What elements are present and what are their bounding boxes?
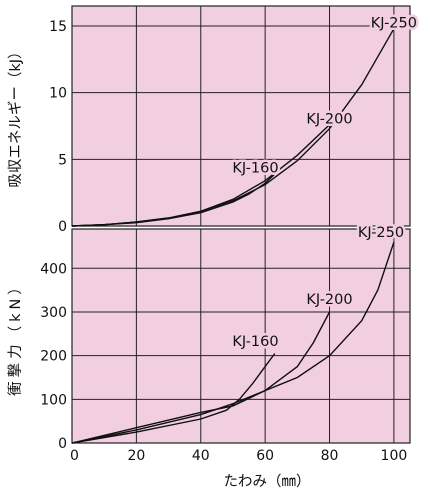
bottom-y-tick-label: 0 xyxy=(58,436,67,452)
top-y-tick-label: 5 xyxy=(58,152,67,168)
top-plot-frame xyxy=(71,5,411,227)
top-y-tick-label: 15 xyxy=(49,19,67,35)
bottom-curve-kj-250 xyxy=(71,241,395,444)
bottom-y-tick-label: 100 xyxy=(40,392,67,408)
top-curve-label-halo: KJ-160 xyxy=(232,161,278,177)
bottom-plot-background xyxy=(72,229,410,443)
top-plot-background xyxy=(72,6,410,226)
top-curve-label-kj-200: KJ-200 xyxy=(306,111,352,127)
bottom-y-axis-label: 衝撃力（kN） xyxy=(7,276,24,396)
bottom-curve-label-kj-250: KJ-250 xyxy=(358,225,404,241)
bottom-curve-label-halo: KJ-200 xyxy=(306,292,352,308)
top-curve-label-kj-250: KJ-250 xyxy=(371,15,417,31)
x-tick-label: 20 xyxy=(127,448,145,464)
x-tick-label: 100 xyxy=(381,448,408,464)
bottom-curve-kj-160 xyxy=(71,353,276,444)
top-curve-kj-250 xyxy=(71,28,395,227)
bottom-plot-frame xyxy=(71,228,411,444)
bottom-y-tick-label: 300 xyxy=(40,305,67,321)
x-tick-label: 0 xyxy=(70,448,79,464)
x-tick-label: 40 xyxy=(192,448,210,464)
bottom-curve-label-halo: KJ-160 xyxy=(232,334,278,350)
bottom-curve-kj-200 xyxy=(71,311,331,444)
x-tick-label: 80 xyxy=(321,448,339,464)
x-axis-label: たわみ（㎜） xyxy=(224,473,311,490)
top-y-axis-label: 吸収エネルギー（kJ） xyxy=(7,44,24,187)
bottom-y-tick-label: 400 xyxy=(40,261,67,277)
energy-panel: 051015KJ-160KJ-160KJ-200KJ-200KJ-250KJ-2… xyxy=(49,5,419,235)
bottom-curve-label-kj-200: KJ-200 xyxy=(306,292,352,308)
bottom-curve-label-kj-160: KJ-160 xyxy=(232,334,278,350)
top-curve-label-halo: KJ-200 xyxy=(306,111,352,127)
bottom-curve-label-halo: KJ-250 xyxy=(358,225,404,241)
top-curve-label-halo: KJ-250 xyxy=(371,15,417,31)
top-y-tick-label: 0 xyxy=(58,219,67,235)
x-tick-label: 60 xyxy=(256,448,274,464)
top-curve-label-kj-160: KJ-160 xyxy=(232,161,278,177)
top-y-tick-label: 10 xyxy=(49,86,67,102)
bottom-y-tick-label: 200 xyxy=(40,349,67,365)
impact-force-panel: 0100200300400KJ-160KJ-160KJ-200KJ-200KJ-… xyxy=(40,222,411,464)
